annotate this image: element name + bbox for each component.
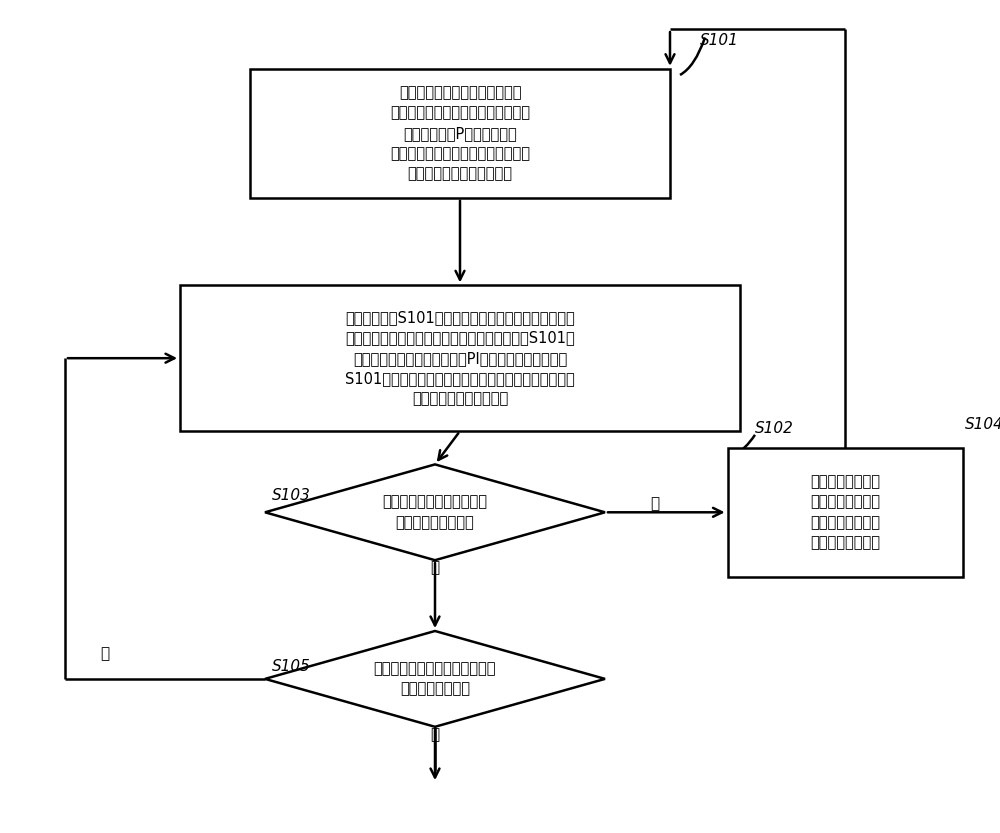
Text: S104: S104 bbox=[965, 417, 1000, 432]
Polygon shape bbox=[265, 465, 605, 561]
Text: S101: S101 bbox=[700, 33, 739, 48]
Text: S102: S102 bbox=[755, 421, 794, 436]
Text: 判断所述驱动轮所处的速度变化
状态是否发生改变: 判断所述驱动轮所处的速度变化 状态是否发生改变 bbox=[374, 661, 496, 696]
Text: 是: 是 bbox=[430, 727, 440, 742]
Bar bbox=[250, 69, 670, 198]
Bar bbox=[180, 285, 740, 431]
Text: S103: S103 bbox=[272, 488, 311, 503]
Text: 是: 是 bbox=[430, 561, 440, 576]
Text: 将当前调节周期下
配置的目标速度更
新为下一调节周期
下配置的目标速度: 将当前调节周期下 配置的目标速度更 新为下一调节周期 下配置的目标速度 bbox=[810, 474, 880, 551]
Text: 否: 否 bbox=[650, 496, 660, 511]
Polygon shape bbox=[265, 631, 605, 726]
Text: 判断是否已经完成最后一个
调节周期的速度调节: 判断是否已经完成最后一个 调节周期的速度调节 bbox=[382, 495, 488, 530]
Text: 根据前述步骤S101调节的当前行走速度与当前调节周期
下配置的目标速度的大小关系，确定对前述步骤S101调
节的当前行走速度进行增量式PI调节的方式，以在步骤
: 根据前述步骤S101调节的当前行走速度与当前调节周期 下配置的目标速度的大小关系… bbox=[345, 310, 575, 407]
Bar bbox=[728, 448, 962, 577]
Text: S105: S105 bbox=[272, 659, 311, 674]
Text: 否: 否 bbox=[100, 646, 110, 661]
Text: 根据所述驱动轮所处的运动行走
状态，确定对机器人的驱动轮的当前
行走速度进行P调节的方式，
以缩小当前行走速度与当前调节周期
下配置的目标速度的速度差: 根据所述驱动轮所处的运动行走 状态，确定对机器人的驱动轮的当前 行走速度进行P调… bbox=[390, 85, 530, 182]
